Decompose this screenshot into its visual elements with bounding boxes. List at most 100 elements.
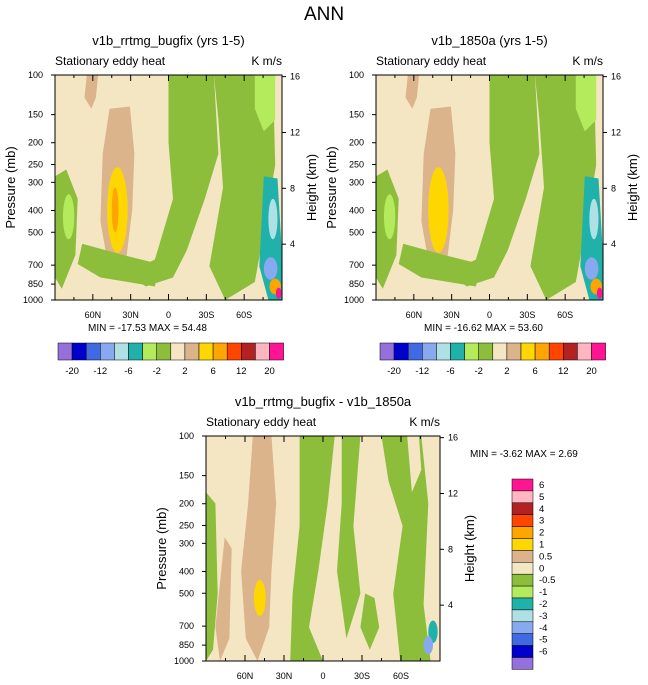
y2-tick-label: 4 xyxy=(290,239,295,249)
contour-core xyxy=(428,167,449,253)
colorbar-label: -6 xyxy=(124,366,132,377)
colorbar-label: -2 xyxy=(539,599,547,610)
colorbar-label: -6 xyxy=(539,647,547,658)
contour-core xyxy=(111,187,119,233)
y-tick-label: 200 xyxy=(28,138,43,148)
contour-region xyxy=(584,257,599,280)
colorbar-label: -12 xyxy=(415,366,429,377)
contour-region xyxy=(84,75,99,109)
contour-region xyxy=(407,436,422,493)
colorbar-swatch xyxy=(128,342,143,361)
contour-region xyxy=(268,198,278,240)
colorbar-label: -2 xyxy=(474,366,482,377)
contour-region xyxy=(77,243,160,287)
colorbar-swatch xyxy=(511,478,534,492)
colorbar-swatch xyxy=(436,342,451,361)
colorbar-swatch xyxy=(511,621,534,634)
x-tick-label: 60N xyxy=(237,671,254,681)
chart-panel-2: v1b_rrtmg_bugfix - v1b_1850a Stationary e… xyxy=(154,394,477,681)
colorbar-swatch xyxy=(511,573,534,587)
y-tick-label: 700 xyxy=(179,621,194,631)
colorbar-label: 12 xyxy=(558,366,569,377)
page-title: ANN xyxy=(303,4,345,25)
contour-core xyxy=(253,580,266,616)
colorbar-label: 2 xyxy=(504,366,509,377)
chart-title: v1b_rrtmg_bugfix (yrs 1-5) xyxy=(92,33,244,48)
contour-region xyxy=(448,75,540,287)
colorbar-label: -0.5 xyxy=(539,575,555,586)
chart-right-label: K m/s xyxy=(409,415,440,429)
colorbar-swatch xyxy=(156,342,172,361)
y-tick-label: 850 xyxy=(179,640,194,650)
x-tick-label: 0 xyxy=(487,310,492,320)
colorbar-swatch xyxy=(511,585,534,599)
y-tick-label: 150 xyxy=(179,471,194,481)
colorbar-swatch xyxy=(170,342,186,361)
y-tick-label: 100 xyxy=(179,431,194,441)
y2-tick-label: 12 xyxy=(448,488,458,498)
x-tick-label: 60S xyxy=(393,671,409,681)
y-tick-label: 100 xyxy=(349,70,364,80)
contour-region xyxy=(254,75,276,132)
contour-region xyxy=(62,194,75,240)
chart-left-label: Stationary eddy heat xyxy=(206,415,317,429)
y2-axis-label: Height (km) xyxy=(304,154,319,221)
y-tick-label: 250 xyxy=(179,521,194,531)
y-tick-label: 1000 xyxy=(23,295,43,305)
y-tick-label: 850 xyxy=(349,279,364,289)
colorbar-swatch xyxy=(393,342,409,361)
contour-region xyxy=(398,243,481,287)
y2-tick-label: 8 xyxy=(448,544,453,554)
colorbar-swatch xyxy=(85,342,101,361)
y-tick-label: 300 xyxy=(179,538,194,548)
x-tick-label: 30N xyxy=(276,671,293,681)
colorbar-swatch xyxy=(464,342,479,361)
contour-region xyxy=(405,75,420,109)
x-tick-label: 30N xyxy=(122,310,139,320)
x-tick-label: 60S xyxy=(236,310,252,320)
colorbar-label: 1 xyxy=(539,539,544,550)
colorbar-swatch xyxy=(511,538,534,551)
y-tick-label: 700 xyxy=(28,260,43,270)
y-tick-label: 200 xyxy=(179,499,194,509)
colorbar-label: 20 xyxy=(264,366,275,377)
y-tick-label: 300 xyxy=(349,177,364,187)
y-tick-label: 850 xyxy=(28,279,43,289)
colorbar-label: -3 xyxy=(539,611,547,622)
y-axis-label: Pressure (mb) xyxy=(154,507,169,589)
colorbar-swatch xyxy=(511,550,534,563)
colorbar-swatch xyxy=(184,342,200,361)
colorbar-swatch xyxy=(198,342,214,361)
y-axis-label: Pressure (mb) xyxy=(3,146,18,228)
colorbar-swatch xyxy=(57,342,73,361)
colorbar-swatch xyxy=(511,526,534,539)
x-tick-label: 30S xyxy=(354,671,370,681)
colorbar-label: 3 xyxy=(539,516,544,527)
y-tick-label: 400 xyxy=(349,205,364,215)
chart-right-label: K m/s xyxy=(572,54,603,68)
y-tick-label: 150 xyxy=(349,110,364,120)
colorbar-swatch xyxy=(142,342,157,361)
y2-tick-label: 8 xyxy=(611,183,616,193)
y2-tick-label: 16 xyxy=(290,72,300,82)
colorbar-swatch xyxy=(511,645,534,658)
chart-title: v1b_rrtmg_bugfix - v1b_1850a xyxy=(235,394,412,409)
colorbar-label: -20 xyxy=(387,366,401,377)
colorbar-label: 12 xyxy=(236,366,247,377)
colorbar-label: 4 xyxy=(539,504,544,515)
colorbar-label: 0.5 xyxy=(539,551,552,562)
colorbar-label: 5 xyxy=(539,492,544,503)
colorbar-swatch xyxy=(114,342,129,361)
y2-axis-label: Height (km) xyxy=(625,154,640,221)
stats-text: MIN = -16.62 MAX = 53.60 xyxy=(424,323,543,334)
y-tick-label: 250 xyxy=(28,160,43,170)
y2-tick-label: 4 xyxy=(448,600,453,610)
y-axis-label: Pressure (mb) xyxy=(324,146,339,228)
contour-region xyxy=(530,75,597,300)
contour-region xyxy=(241,436,277,661)
y-tick-label: 100 xyxy=(28,70,43,80)
contour-region xyxy=(423,636,433,655)
contour-region xyxy=(275,287,282,299)
